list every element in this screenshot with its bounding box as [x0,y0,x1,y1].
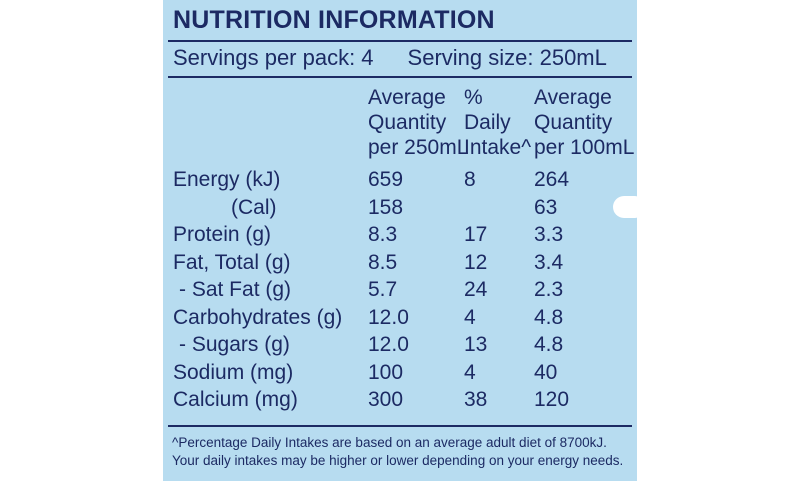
nutrient-table: Energy (kJ) 659 8 264 (Cal) 158 63 Prote… [163,166,637,414]
value-daily-intake: 12 [464,250,488,274]
header-line: Quantity [368,111,447,134]
value-daily-intake: 38 [464,388,488,411]
value-daily-intake: 8 [464,168,476,191]
table-row: Calcium (mg) 300 38 120 [163,386,637,414]
footnote-line: Your daily intakes may be higher or lowe… [172,453,624,468]
value-daily-intake: 4 [464,305,476,329]
header-per-serving: Average Quantity per 250mL [368,85,468,160]
value-per-100ml: 2.3 [534,278,564,301]
table-row: Protein (g) 8.3 17 3.3 [163,221,637,249]
value-daily-intake: 13 [464,333,488,356]
header-line: Intake^ [464,136,532,159]
header-line: Daily [464,111,511,134]
footnote-divider [168,425,632,427]
value-per-serving: 5.7 [368,278,398,301]
value-per-100ml: 4.8 [534,333,564,356]
value-per-100ml: 3.4 [534,250,564,274]
value-daily-intake: 4 [464,360,476,384]
servings-divider [168,76,632,78]
header-per-100ml: Average Quantity per 100mL [534,85,634,160]
value-per-100ml: 3.3 [534,223,564,246]
nutrient-label: Protein (g) [173,223,272,246]
table-row: - Sugars (g) 12.0 13 4.8 [163,331,637,359]
value-per-serving: 12.0 [368,333,409,356]
nutrient-label: - Sugars (g) [179,333,290,356]
nutrient-label: Energy (kJ) [173,168,281,191]
value-per-serving: 12.0 [368,305,409,329]
panel-edge-notch [613,196,637,218]
value-per-serving: 659 [368,168,404,191]
value-per-serving: 100 [368,360,404,384]
title-divider [168,40,632,42]
value-per-serving: 8.3 [368,223,398,246]
table-row: (Cal) 158 63 [163,194,637,222]
servings-per-pack: Servings per pack: 4 [173,45,374,70]
value-per-100ml: 63 [534,195,558,219]
value-per-serving: 158 [368,195,404,219]
header-line: Average [534,86,612,109]
header-line: per 100mL [534,136,635,159]
value-per-serving: 300 [368,388,404,411]
nutrient-label: Fat, Total (g) [173,250,291,274]
table-row: - Sat Fat (g) 5.7 24 2.3 [163,276,637,304]
panel-title: NUTRITION INFORMATION [173,6,495,34]
table-row: Carbohydrates (g) 12.0 4 4.8 [163,304,637,332]
nutrient-label: Calcium (mg) [173,388,298,411]
value-daily-intake: 24 [464,278,488,301]
nutrition-panel: NUTRITION INFORMATION Servings per pack:… [163,0,637,481]
footnote-line: ^Percentage Daily Intakes are based on a… [172,435,607,450]
footnote: ^Percentage Daily Intakes are based on a… [172,434,623,470]
nutrient-label: Sodium (mg) [173,360,294,384]
value-daily-intake: 17 [464,223,488,246]
value-per-100ml: 4.8 [534,305,564,329]
nutrient-label: (Cal) [231,195,277,219]
header-line: Average [368,86,446,109]
header-line: % [464,86,483,109]
value-per-100ml: 264 [534,168,570,191]
table-row: Sodium (mg) 100 4 40 [163,359,637,387]
value-per-serving: 8.5 [368,250,398,274]
table-row: Fat, Total (g) 8.5 12 3.4 [163,249,637,277]
serving-size: Serving size: 250mL [407,45,607,70]
header-line: Quantity [534,111,613,134]
value-per-100ml: 120 [534,388,570,411]
value-per-100ml: 40 [534,360,558,384]
header-line: per 250mL [368,136,469,159]
table-row: Energy (kJ) 659 8 264 [163,166,637,194]
nutrient-label: - Sat Fat (g) [179,278,292,301]
servings-line: Servings per pack: 4 Serving size: 250mL [173,45,607,71]
header-daily-intake: % Daily Intake^ [464,85,531,160]
nutrient-label: Carbohydrates (g) [173,305,343,329]
